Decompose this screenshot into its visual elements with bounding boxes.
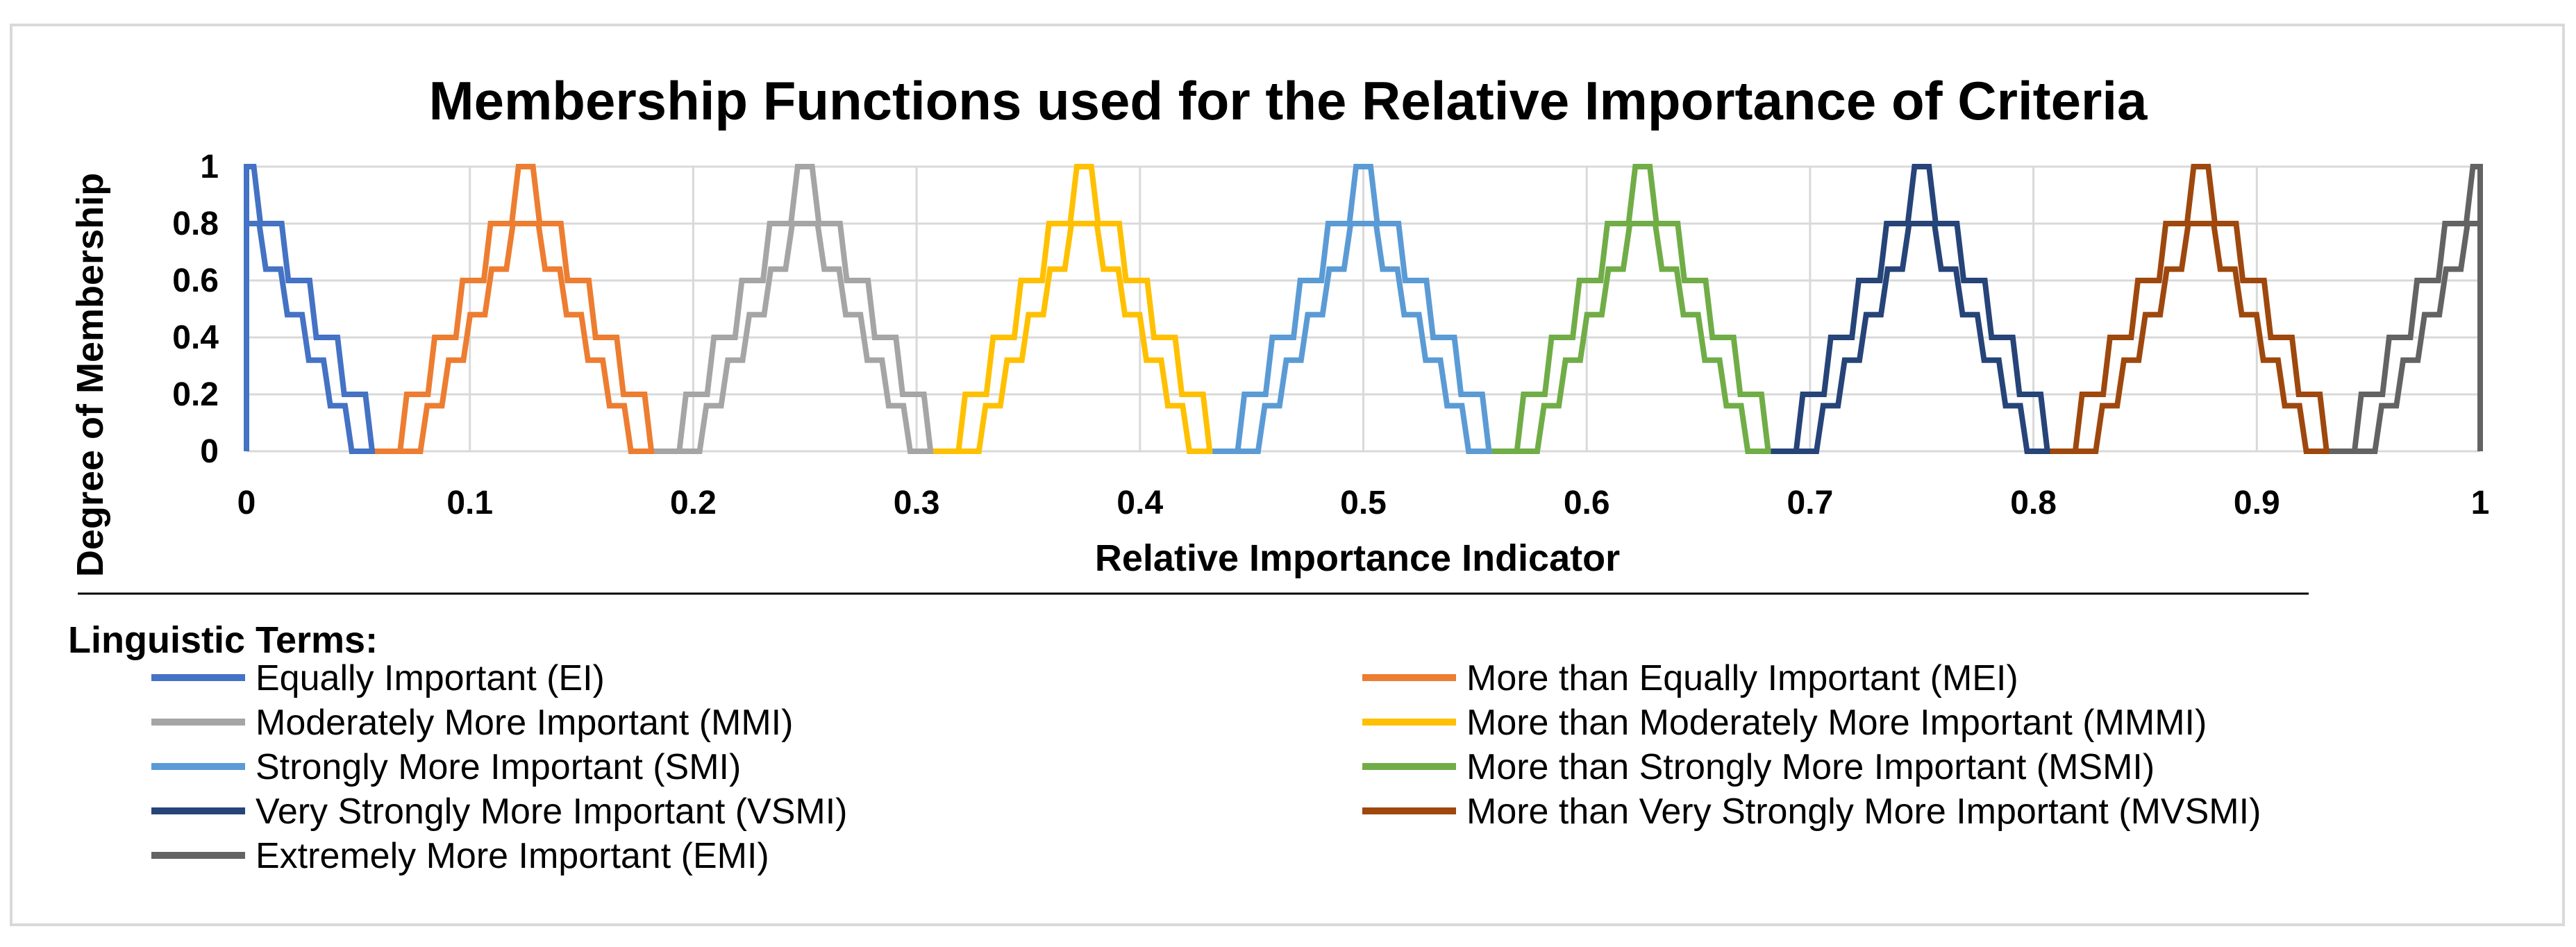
series-4 <box>933 164 1235 454</box>
legend-label: More than Very Strongly More Important (… <box>1466 791 2261 832</box>
legend-item: More than Strongly More Important (MSMI) <box>1362 747 2155 787</box>
x-tick-label: 0.7 <box>1787 485 1834 521</box>
legend-title: Linguistic Terms: <box>68 619 378 661</box>
series-2 <box>375 164 677 454</box>
x-tick-label: 0.6 <box>1564 485 1610 521</box>
membership-lower-line <box>933 221 1235 454</box>
membership-lower-line <box>2050 221 2352 454</box>
series-1 <box>244 164 398 454</box>
membership-upper-line <box>244 164 398 454</box>
legend: Equally Important (EI) More than Equally … <box>151 658 2261 876</box>
x-tick-label: 0.2 <box>670 485 717 521</box>
legend-item: Very Strongly More Important (VSMI) <box>151 791 848 832</box>
series-5 <box>1212 164 1514 454</box>
legend-label: Strongly More Important (SMI) <box>256 747 741 787</box>
membership-upper-line <box>654 164 956 454</box>
legend-label: More than Moderately More Important (MMM… <box>1466 703 2207 743</box>
y-tick-label: 0 <box>200 433 219 470</box>
series-8 <box>2050 164 2352 454</box>
membership-upper-line <box>1212 164 1514 454</box>
x-tick-label: 0.4 <box>1116 485 1163 521</box>
membership-upper-line <box>1771 164 2073 454</box>
legend-item: More than Moderately More Important (MMM… <box>1362 703 2207 743</box>
membership-lower-line <box>244 221 398 454</box>
membership-lower-line <box>1771 221 2073 454</box>
x-tick-label: 0 <box>237 485 256 521</box>
x-tick-label: 0.5 <box>1340 485 1387 521</box>
membership-upper-line <box>2329 164 2483 454</box>
legend-label: Extremely More Important (EMI) <box>256 836 769 876</box>
legend-item: Extremely More Important (EMI) <box>151 836 769 876</box>
y-tick-label: 1 <box>200 149 219 185</box>
y-tick-label: 0.8 <box>172 206 219 242</box>
legend-item: Strongly More Important (SMI) <box>151 747 741 787</box>
legend-item: Equally Important (EI) <box>151 658 605 698</box>
membership-lower-line <box>375 221 677 454</box>
series-6 <box>1491 164 1793 454</box>
series-9 <box>2329 164 2483 454</box>
legend-item: More than Very Strongly More Important (… <box>1362 791 2261 832</box>
x-tick-labels: 0 0.1 0.2 0.3 0.4 0.5 0.6 0.7 0.8 0.9 1 <box>237 485 2490 521</box>
y-tick-label: 0.4 <box>172 319 219 356</box>
membership-lower-line <box>1491 221 1793 454</box>
x-tick-label: 0.8 <box>2010 485 2057 521</box>
legend-label: Equally Important (EI) <box>256 658 605 698</box>
y-tick-labels: 0 0.2 0.4 0.6 0.8 1 <box>172 149 219 470</box>
membership-lower-line <box>1212 221 1514 454</box>
grid-layer <box>245 165 2482 453</box>
y-tick-label: 0.6 <box>172 262 219 299</box>
membership-upper-line <box>2050 164 2352 454</box>
membership-upper-line <box>933 164 1235 454</box>
membership-lower-line <box>2329 221 2483 454</box>
membership-lower-line <box>654 221 956 454</box>
membership-upper-line <box>1491 164 1793 454</box>
x-tick-label: 0.1 <box>446 485 493 521</box>
x-tick-label: 0.3 <box>894 485 940 521</box>
series-3 <box>654 164 956 454</box>
series-7 <box>1771 164 2073 454</box>
chart-frame <box>10 24 2565 926</box>
x-tick-label: 1 <box>2471 485 2490 521</box>
legend-item: More than Equally Important (MEI) <box>1362 658 2018 698</box>
series-layer <box>244 164 2483 454</box>
legend-item: Moderately More Important (MMI) <box>151 703 793 743</box>
legend-label: More than Strongly More Important (MSMI) <box>1466 747 2155 787</box>
membership-upper-line <box>375 164 677 454</box>
legend-label: More than Equally Important (MEI) <box>1466 658 2018 698</box>
legend-label: Very Strongly More Important (VSMI) <box>256 791 848 832</box>
y-tick-label: 0.2 <box>172 376 219 413</box>
x-tick-label: 0.9 <box>2234 485 2280 521</box>
legend-label: Moderately More Important (MMI) <box>256 703 793 743</box>
y-axis-label: Degree of Membership <box>69 173 111 577</box>
x-axis-label: Relative Importance Indicator <box>1095 537 1620 579</box>
chart-title: Membership Functions used for the Relati… <box>429 70 2148 131</box>
